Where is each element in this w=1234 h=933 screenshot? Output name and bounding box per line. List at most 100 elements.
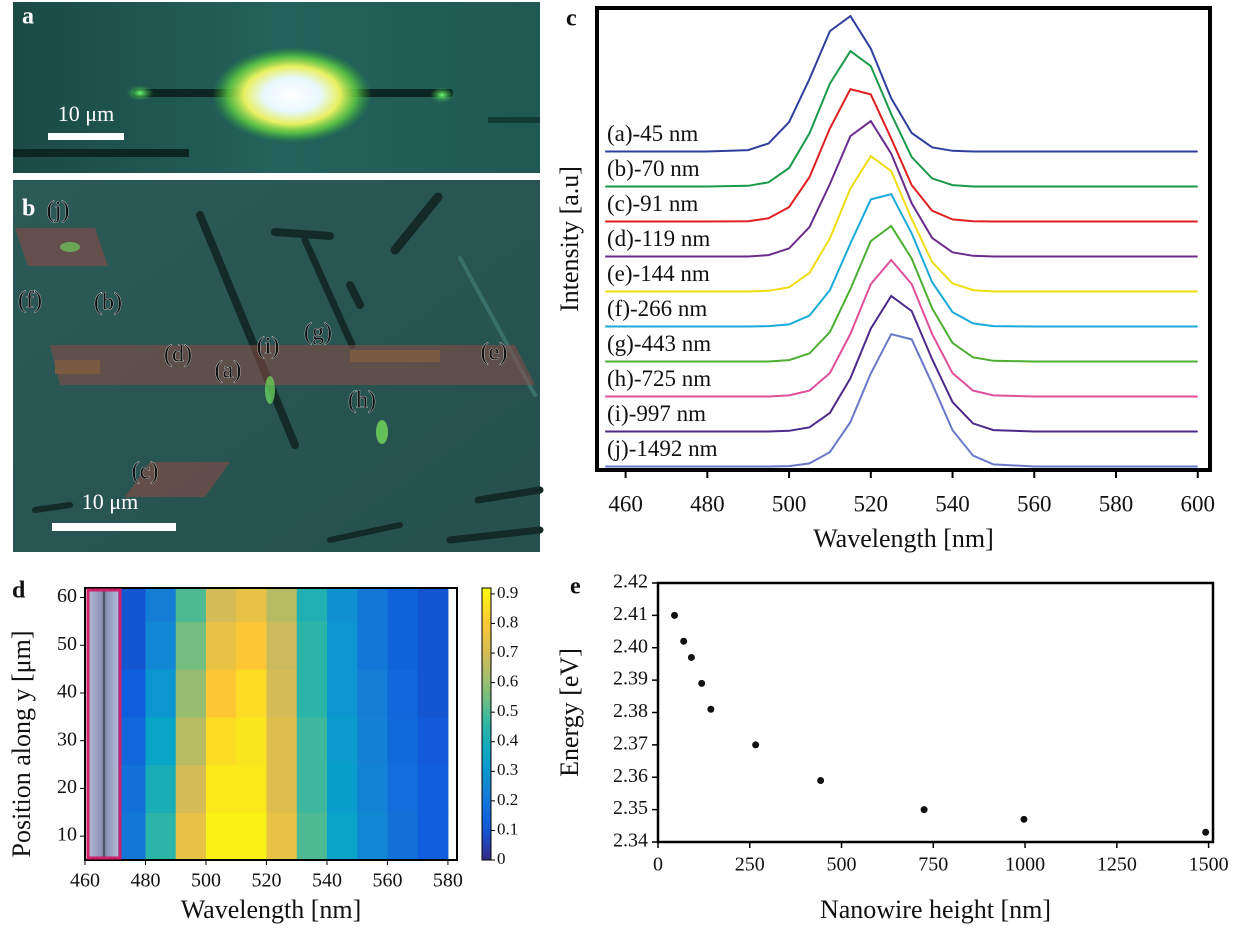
heat-cell <box>236 764 267 813</box>
scale-bar <box>52 523 176 531</box>
x-tick-label: 480 <box>130 870 160 892</box>
heat-cell <box>145 764 177 813</box>
series-line <box>605 193 1198 328</box>
point <box>1020 815 1028 823</box>
heat-cell <box>145 669 177 718</box>
glow <box>60 242 80 252</box>
heat-cell <box>387 812 419 861</box>
heat-cell <box>326 812 358 861</box>
heat-cell <box>118 669 146 718</box>
heat-cell <box>417 621 449 670</box>
heat-cell <box>145 588 177 622</box>
point <box>817 776 825 784</box>
marker-label: (d) <box>164 342 192 368</box>
x-tick-label: 1250 <box>1097 854 1137 876</box>
heat-cell <box>175 588 207 622</box>
x-tick-label: 520 <box>854 491 889 516</box>
heat-cell <box>236 716 267 766</box>
y-tick-label: 50 <box>57 633 77 655</box>
marker-label: (h) <box>348 388 376 414</box>
y-tick-label: 20 <box>57 776 77 798</box>
y-tick-label: 2.36 <box>613 765 648 787</box>
panel-label: d <box>12 578 26 604</box>
heat-cell <box>145 716 177 766</box>
heat-cell <box>326 764 358 813</box>
heat-cell <box>357 621 388 670</box>
x-tick-label: 460 <box>608 491 643 516</box>
heat-cell <box>205 621 237 670</box>
glow <box>376 420 388 444</box>
legend-label: (b)-70 nm <box>607 156 700 181</box>
heat-cell <box>357 716 388 766</box>
colorbar-tick-label: 0.5 <box>497 701 518 720</box>
x-tick-label: 250 <box>735 854 765 876</box>
series-line <box>605 224 1198 363</box>
series-line <box>605 14 1198 153</box>
colorbar-tick-label: 0.9 <box>497 583 518 602</box>
x-tick-label: 500 <box>191 870 221 892</box>
heat-cell <box>118 621 146 670</box>
colorbar-tick-label: 0 <box>497 849 506 868</box>
heat-cell <box>145 812 177 861</box>
heat-cell <box>417 669 449 718</box>
series-line <box>605 258 1198 398</box>
marker-label: (j) <box>47 198 70 224</box>
marker-label: (i) <box>257 334 280 360</box>
y-axis-label: Energy [eV] <box>555 648 584 777</box>
panel-label: a <box>22 4 34 30</box>
series-line <box>605 154 1198 293</box>
x-tick-label: 540 <box>312 870 342 892</box>
legend-label: (d)-119 nm <box>607 226 710 251</box>
heat-cell <box>236 621 267 670</box>
y-tick-label: 2.42 <box>613 571 648 593</box>
plot-frame <box>656 581 1215 844</box>
nanowire <box>488 117 540 123</box>
point <box>920 806 928 814</box>
x-tick-label: 1000 <box>1005 854 1045 876</box>
heat-cell <box>326 669 358 718</box>
heat-cell <box>175 669 207 718</box>
heat-cell <box>387 764 419 813</box>
panel-label: b <box>22 196 35 222</box>
point <box>671 611 679 619</box>
y-tick-label: 10 <box>57 824 77 846</box>
heat-cell <box>118 764 146 813</box>
colorbar-tick-label: 0.4 <box>497 731 519 750</box>
x-tick-label: 1500 <box>1189 854 1229 876</box>
y-tick-label: 30 <box>57 728 77 750</box>
heat-cell <box>118 812 146 861</box>
heat-cell <box>118 716 146 766</box>
legend-label: (j)-1492 nm <box>607 436 718 461</box>
heat-cell <box>387 669 419 718</box>
image-b: b (j) (f) (b) (d) (a) (i) (g) (e) (h) (c) 10 μm <box>13 180 544 552</box>
strip-frame <box>86 588 122 860</box>
markers: (j) (f) (b) (d) (a) (i) (g) (e) (h) (c) <box>18 197 508 485</box>
heat-cell <box>417 812 449 861</box>
heat-cell <box>266 764 298 813</box>
heat-cell <box>296 812 328 861</box>
x-tick-label: 520 <box>251 870 281 892</box>
y-axis-label: Position along y [μm] <box>7 631 36 858</box>
heat-cell <box>236 669 267 718</box>
x-axis-label: Nanowire height [nm] <box>820 895 1051 924</box>
heat-cell <box>296 588 328 622</box>
heat-cell <box>205 812 237 861</box>
x-tick-label: 750 <box>918 854 948 876</box>
glow <box>212 47 372 143</box>
heat-cell <box>296 621 328 670</box>
marker-label: (c) <box>132 459 159 485</box>
heat-cell <box>205 669 237 718</box>
marker-label: (g) <box>304 320 332 346</box>
scale-bar <box>48 133 124 140</box>
colorbar-tick-label: 0.1 <box>497 819 518 838</box>
legend-label: (a)-45 nm <box>607 121 698 146</box>
x-axis-label: Wavelength [nm] <box>813 524 994 553</box>
nanowire <box>13 149 189 157</box>
glow <box>126 85 154 101</box>
y-tick-label: 60 <box>57 585 77 607</box>
x-tick-label: 500 <box>827 854 857 876</box>
x-tick-label: 560 <box>372 870 402 892</box>
heat-cell <box>266 669 298 718</box>
y-tick-label: 2.37 <box>613 732 648 754</box>
glow <box>265 376 275 404</box>
